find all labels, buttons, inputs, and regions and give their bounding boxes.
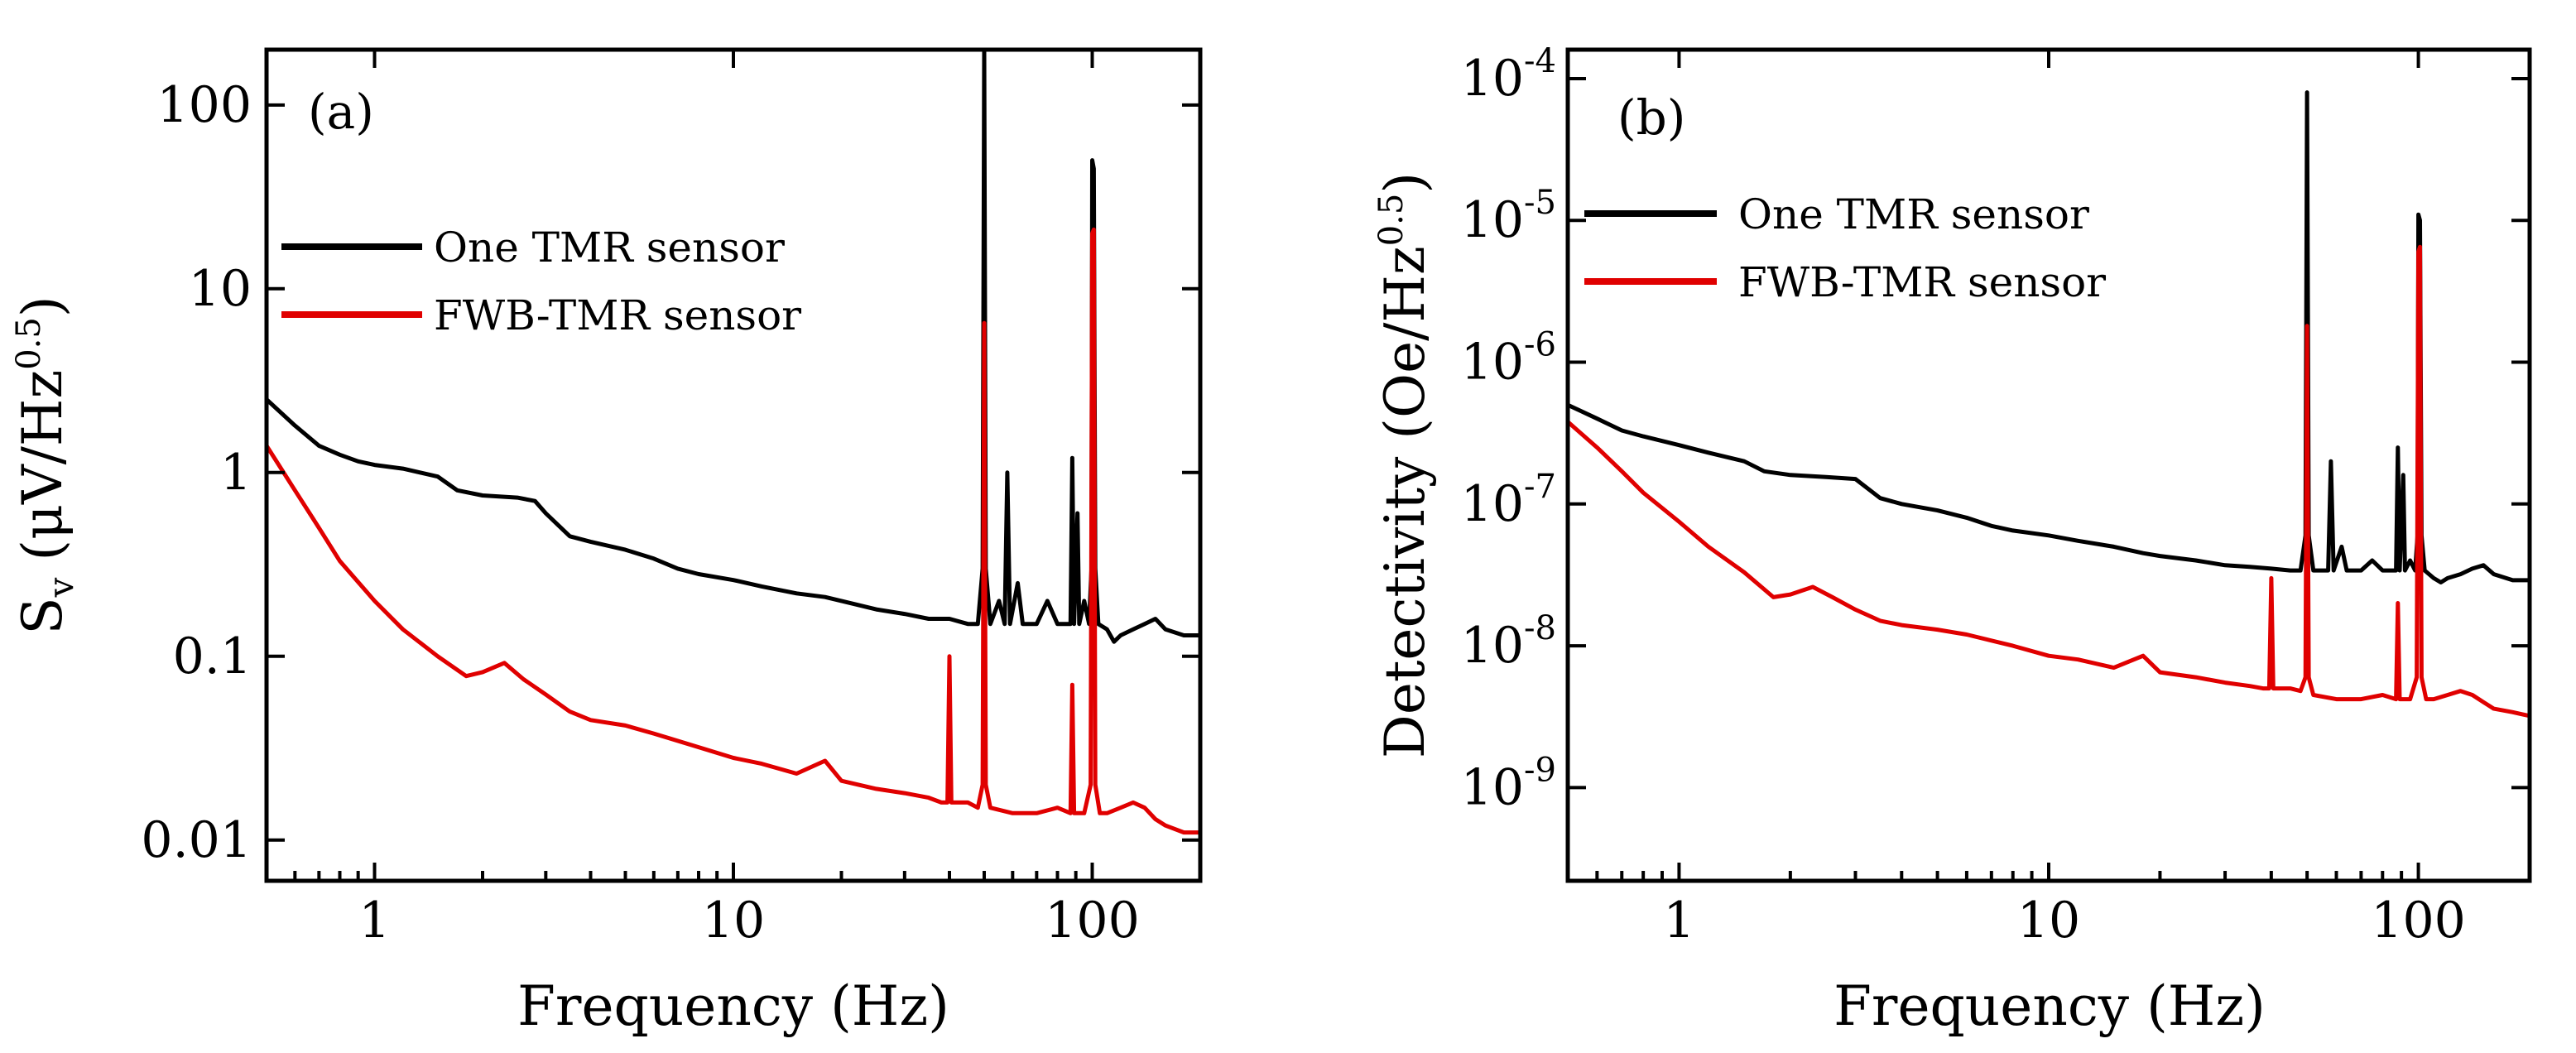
panel-b-y-tick-base: 10 (1461, 617, 1524, 675)
panel-b-x-tick-label: 10 (2017, 892, 2080, 950)
panel-a-ylabel-sup: 0.5 (10, 317, 48, 370)
panel-a-ylabel-unit: (μV/Hz (11, 370, 74, 561)
panel-b-y-tick-label: 10-4 (1461, 42, 1556, 108)
legend-b-fwb-tmr-label: FWB-TMR sensor (1738, 258, 2106, 306)
panel-a-y-tick-label: 0.01 (141, 811, 252, 869)
plot-b-series (1566, 90, 2530, 719)
plot-b-frame (1565, 47, 2532, 883)
plot-a-series (264, 47, 1200, 835)
panel-b-ylabel-close: ) (1373, 172, 1437, 194)
panel-a-series-one-tmr-line (265, 47, 1200, 644)
panel-b-y-tick-base: 10 (1461, 475, 1524, 533)
panel-b-y-tick-label: 10-6 (1461, 326, 1556, 392)
panel-a-y-tick-label: 100 (156, 76, 252, 134)
panel-b-y-tick-exponent: -6 (1524, 326, 1556, 364)
panel-b-label: (b) (1617, 89, 1685, 146)
legend-b-one-tmr-label: One TMR sensor (1738, 190, 2089, 238)
panel-a-y-tick-label: 10 (189, 260, 252, 318)
panel-b-y-tick-exponent: -5 (1524, 184, 1556, 222)
panel-b-y-tick-label: 10-5 (1461, 184, 1556, 249)
panel-b-y-tick-exponent: -7 (1524, 468, 1556, 506)
panel-b-y-tick-label: 10-7 (1461, 468, 1556, 533)
legend-a-one-tmr-label: One TMR sensor (434, 224, 785, 272)
panel-a-xlabel: Frequency (Hz) (517, 974, 949, 1038)
panel-a-x-tick-label: 10 (702, 892, 765, 950)
panel-b-x-tick-label: 1 (1663, 892, 1694, 950)
panel-a-label: (a) (308, 84, 374, 140)
panel-b-y-tick-exponent: -9 (1524, 751, 1556, 789)
panel-b-y-tick-base: 10 (1461, 334, 1524, 392)
panel-a-x-tick-label: 1 (358, 892, 390, 950)
panel-b-ylabel-sup: 0.5 (1372, 194, 1411, 247)
panel-a-series-fwb-tmr-line (264, 227, 1200, 835)
panel-a-y-tick-label: 1 (220, 444, 252, 502)
panel-a-x-tick-label: 100 (1045, 892, 1140, 950)
panel-b-xlabel: Frequency (Hz) (1833, 974, 2266, 1038)
panel-b-y-tick-base: 10 (1461, 191, 1524, 249)
panel-b-y-tick-exponent: -8 (1524, 609, 1556, 647)
legend-a-fwb-tmr-label: FWB-TMR sensor (434, 291, 801, 339)
panel-a-ylabel-close: ) (11, 296, 74, 317)
panel-b-x-tick-label: 100 (2371, 892, 2466, 950)
panel-b-ylabel: Detectivity (Oe/Hz0.5) (1372, 172, 1437, 758)
panel-b-y-tick-exponent: -4 (1524, 42, 1556, 80)
panel-b-series-fwb-tmr-line (1566, 244, 2530, 719)
panel-b-ylabel-main: Detectivity (Oe/Hz (1373, 246, 1437, 758)
plot-a-ticks: 1 10 100 0.01 0.1 1 10 100 (141, 50, 1202, 950)
panel-a: 1 10 100 0.01 0.1 1 10 100 (a) One TMR sensor F… (10, 47, 1203, 1038)
panel-a-ylabel: Sv (μV/Hz0.5) (10, 296, 81, 634)
panel-b-y-tick-base: 10 (1461, 758, 1524, 816)
panel-b-y-tick-base: 10 (1461, 50, 1524, 108)
panel-b-y-tick-label: 10-9 (1461, 751, 1556, 816)
panel-a-y-tick-label: 0.1 (173, 627, 252, 685)
panel-b-series-one-tmr-line (1566, 90, 2530, 584)
panel-a-ylabel-sub: v (41, 577, 81, 598)
panel-b-y-tick-label: 10-8 (1461, 609, 1556, 675)
panel-a-ylabel-main: S (11, 597, 74, 634)
